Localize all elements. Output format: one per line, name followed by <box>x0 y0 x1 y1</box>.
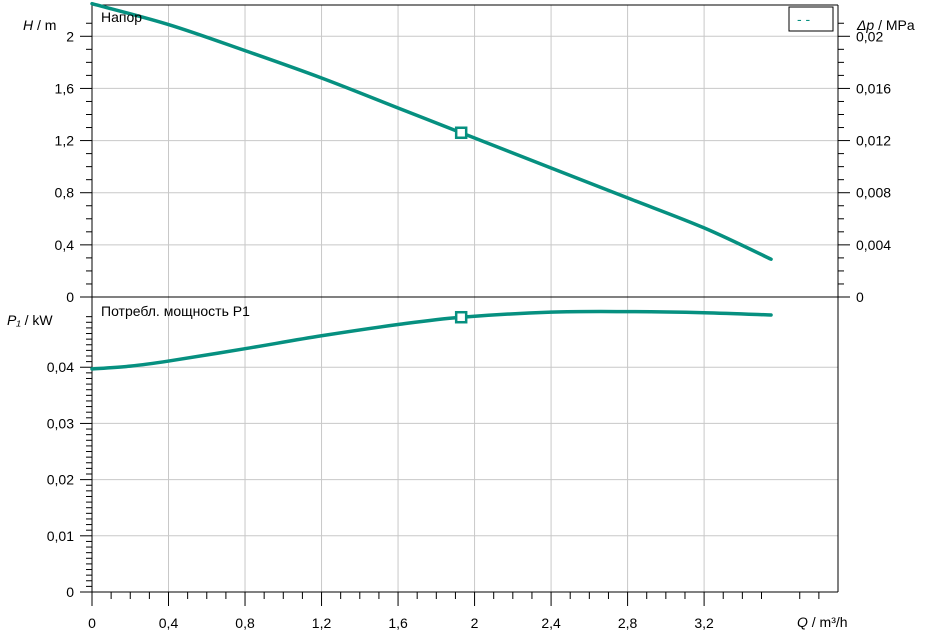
head-tick-label: 2 <box>66 28 74 44</box>
power-axis-unit: / kW <box>21 312 54 328</box>
legend-entry: - - <box>797 11 811 27</box>
power-tick-label: 0 <box>66 584 74 600</box>
legend: - - <box>788 6 834 32</box>
power-tick-label: 0,04 <box>47 359 74 375</box>
x-tick-label: 0,8 <box>235 615 255 631</box>
head-axis-unit: / m <box>33 17 56 33</box>
grid-lines <box>92 5 838 592</box>
head-axis-symbol: H <box>23 17 34 33</box>
power-panel-title: Потребл. мощность P1 <box>101 303 250 319</box>
pressure-axis-symbol: Δp <box>856 17 874 33</box>
x-tick-label: 1,2 <box>312 615 332 631</box>
x-tick-label: 0 <box>88 615 96 631</box>
pressure-tick-label: 0,012 <box>856 133 891 149</box>
head-operating-point <box>454 126 468 139</box>
pressure-tick-label: 0,004 <box>856 237 891 253</box>
power-tick-label: 0,01 <box>47 528 74 544</box>
pressure-axis-unit: / MPa <box>874 17 915 33</box>
x-tick-label: 1,6 <box>388 615 408 631</box>
power-axis-label: P₁ / kW <box>7 312 53 328</box>
flow-axis-unit: / m³/h <box>808 614 848 630</box>
power-tick-label: 0,02 <box>47 472 74 488</box>
flow-axis-symbol: Q <box>797 614 808 630</box>
pressure-tick-label: 0,008 <box>856 185 891 201</box>
x-tick-label: 2,8 <box>618 615 638 631</box>
head-tick-label: 0 <box>66 289 74 305</box>
pressure-tick-label: 0 <box>856 289 864 305</box>
head-tick-label: 0,4 <box>55 237 75 253</box>
x-tick-label: 2 <box>471 615 479 631</box>
head-tick-label: 1,6 <box>55 80 75 96</box>
curves <box>90 1 773 371</box>
pressure-axis-label: Δp / MPa <box>856 17 915 33</box>
head-panel-title: Напор <box>101 9 142 25</box>
plot-frames <box>91 4 839 593</box>
head-tick-label: 1,2 <box>55 133 75 149</box>
legend-box <box>788 6 834 32</box>
head-tick-label: 0,8 <box>55 185 75 201</box>
tick-labels: 0 0,4 0,8 1,2 1,6 2 2,4 2,8 3,2 0 0,4 0,8 1,2 1,6 2 0 0,… <box>47 28 891 631</box>
x-tick-label: 0,4 <box>159 615 179 631</box>
pressure-tick-label: 0,02 <box>856 28 883 44</box>
pressure-tick-label: 0,016 <box>856 80 891 96</box>
head-axis-label: H / m <box>23 17 56 33</box>
x-tick-label: 3,2 <box>694 615 714 631</box>
power-operating-point <box>454 310 468 324</box>
flow-axis-label: Q / m³/h <box>797 614 848 630</box>
power-curve <box>90 309 773 371</box>
x-tick-label: 2,4 <box>541 615 561 631</box>
power-tick-label: 0,03 <box>47 415 74 431</box>
head-curve <box>90 1 773 261</box>
power-axis-symbol: P₁ <box>7 312 21 328</box>
axis-ticks <box>80 22 850 606</box>
